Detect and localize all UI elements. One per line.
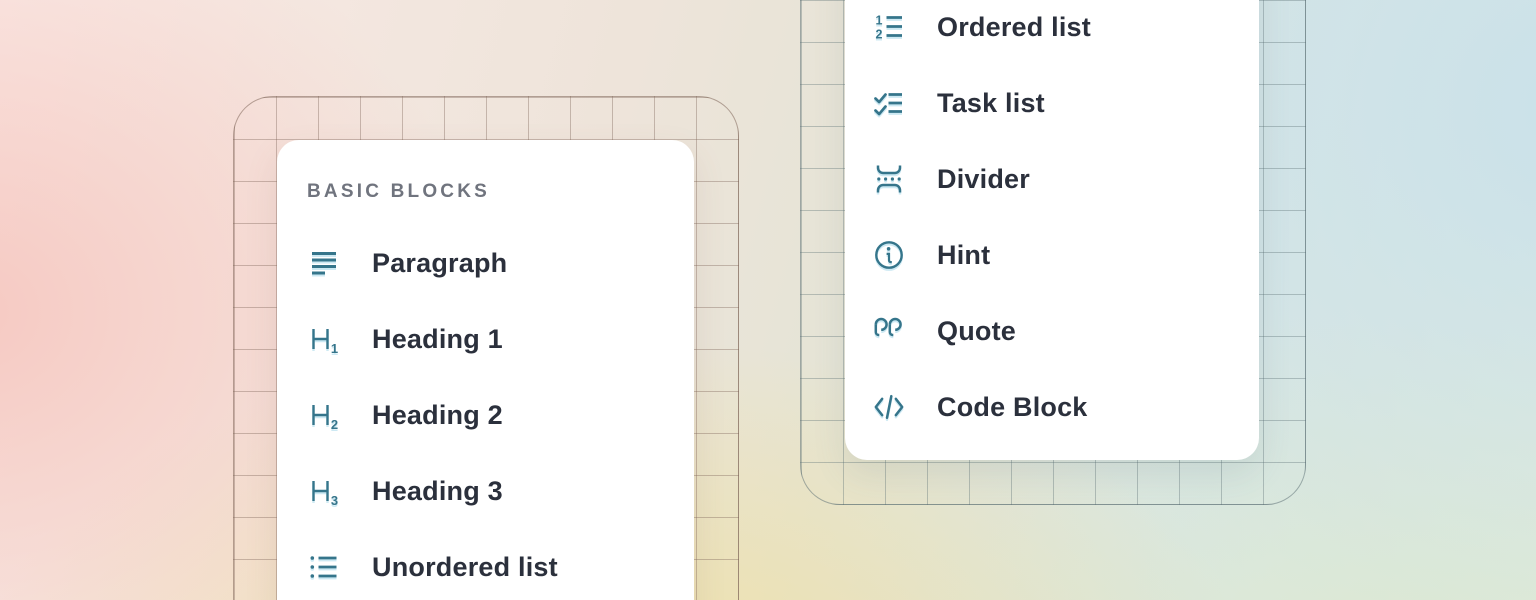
hint-icon bbox=[872, 238, 906, 272]
menu-item-label: Heading 3 bbox=[372, 475, 503, 506]
code-block-icon bbox=[872, 390, 906, 424]
heading-1-icon: 1 bbox=[307, 322, 341, 356]
menu-item-label: Heading 1 bbox=[372, 323, 503, 354]
heading-3-icon: 3 bbox=[307, 474, 341, 508]
menu-item-heading-3[interactable]: 3 Heading 3 bbox=[307, 453, 694, 529]
menu-item-label: Divider bbox=[937, 163, 1030, 194]
task-list-icon bbox=[872, 86, 906, 120]
right-menu-card: 1 2 Ordered list Task list Divider Hint Quote C… bbox=[845, 0, 1259, 460]
svg-text:1: 1 bbox=[331, 341, 338, 356]
unordered-list-icon bbox=[307, 550, 341, 584]
menu-item-ordered-list[interactable]: 1 2 Ordered list bbox=[872, 0, 1259, 65]
menu-item-label: Task list bbox=[937, 87, 1045, 118]
menu-item-task-list[interactable]: Task list bbox=[872, 65, 1259, 141]
basic-blocks-menu-list: Paragraph 1 Heading 1 2 Heading 2 3 Heading 3 U… bbox=[307, 225, 694, 600]
menu-item-code-block[interactable]: Code Block bbox=[872, 369, 1259, 445]
menu-item-label: Paragraph bbox=[372, 247, 508, 278]
menu-item-divider[interactable]: Divider bbox=[872, 141, 1259, 217]
menu-item-heading-1[interactable]: 1 Heading 1 bbox=[307, 301, 694, 377]
heading-2-icon: 2 bbox=[307, 398, 341, 432]
menu-item-label: Ordered list bbox=[937, 11, 1091, 42]
menu-item-heading-2[interactable]: 2 Heading 2 bbox=[307, 377, 694, 453]
basic-blocks-menu-card: BASIC BLOCKS Paragraph 1 Heading 1 2 Heading… bbox=[277, 140, 694, 600]
menu-item-unordered-list[interactable]: Unordered list bbox=[307, 529, 694, 600]
svg-text:3: 3 bbox=[331, 493, 338, 508]
menu-item-hint[interactable]: Hint bbox=[872, 217, 1259, 293]
menu-item-quote[interactable]: Quote bbox=[872, 293, 1259, 369]
right-menu-list: 1 2 Ordered list Task list Divider Hint Quote C… bbox=[872, 0, 1259, 445]
divider-icon bbox=[872, 162, 906, 196]
quote-icon bbox=[872, 314, 906, 348]
svg-text:2: 2 bbox=[876, 28, 883, 42]
menu-item-label: Heading 2 bbox=[372, 399, 503, 430]
svg-text:2: 2 bbox=[331, 417, 338, 432]
menu-item-paragraph[interactable]: Paragraph bbox=[307, 225, 694, 301]
menu-item-label: Hint bbox=[937, 239, 991, 270]
menu-item-label: Quote bbox=[937, 315, 1016, 346]
section-label-basic-blocks: BASIC BLOCKS bbox=[307, 181, 491, 202]
menu-item-label: Code Block bbox=[937, 391, 1088, 422]
paragraph-icon bbox=[307, 246, 341, 280]
menu-item-label: Unordered list bbox=[372, 551, 558, 582]
svg-text:1: 1 bbox=[876, 14, 883, 28]
